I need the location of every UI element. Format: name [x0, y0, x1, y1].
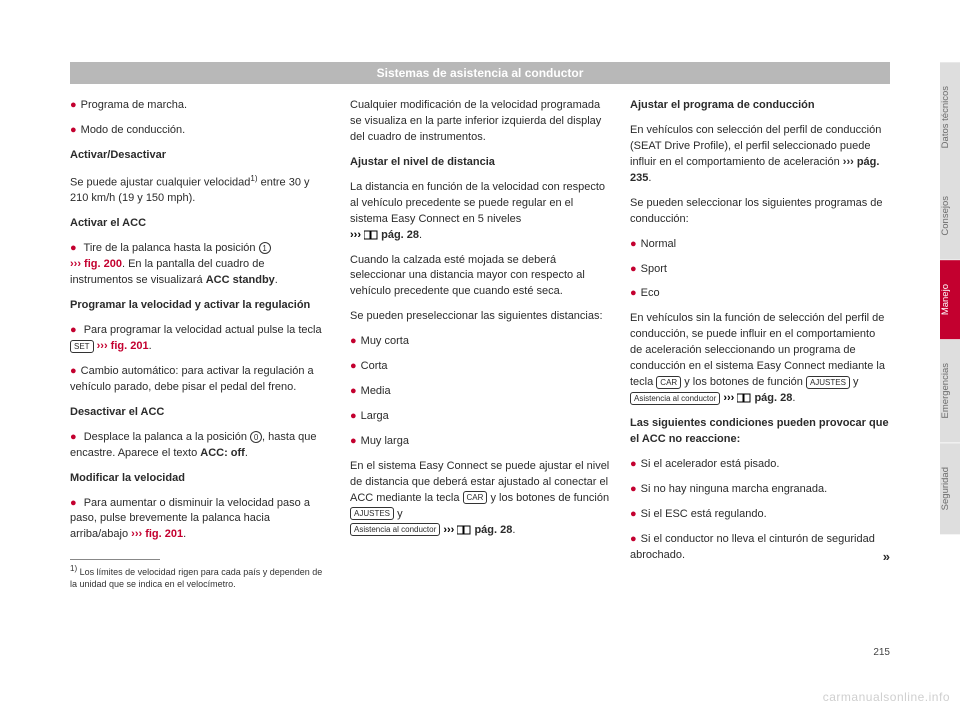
- bullet-item: ● Tire de la palanca hasta la posición 1…: [70, 241, 330, 289]
- text: Programa de marcha.: [81, 99, 187, 111]
- asistencia-key-icon: Asistencia al conductor: [350, 523, 440, 536]
- set-key-icon: SET: [70, 340, 94, 353]
- subheading: Las siguientes condiciones pueden provoc…: [630, 416, 890, 448]
- paragraph: Se puede ajustar cualquier velocidad1) e…: [70, 173, 330, 208]
- bullet-item: ● Para aumentar o disminuir la velocidad…: [70, 496, 330, 544]
- bullet-item: ●Si el acelerador está pisado.: [630, 457, 890, 473]
- tab-emergencias[interactable]: Emergencias: [940, 339, 960, 442]
- bullet-item: ● Desplace la palanca a la posición 0, h…: [70, 430, 330, 462]
- column-3: Ajustar el programa de conducción En veh…: [630, 98, 890, 600]
- position-1-icon: 1: [259, 242, 271, 254]
- section-header: Sistemas de asistencia al conductor: [70, 62, 890, 84]
- watermark: carmanualsonline.info: [823, 690, 950, 704]
- bullet-item: ●Cambio automático: para activar la regu…: [70, 364, 330, 396]
- bullet-item: ●Larga: [350, 409, 610, 425]
- subheading: Programar la velocidad y activar la regu…: [70, 298, 330, 314]
- ref-fig-201: ››› fig. 201: [97, 340, 149, 352]
- subheading: Ajustar el programa de conducción: [630, 98, 890, 114]
- ref-pag-28: pág. 28: [754, 392, 792, 404]
- bullet-item: ●Muy corta: [350, 334, 610, 350]
- bullet-item: ●Modo de conducción.: [70, 123, 330, 139]
- bullet-item: ●Media: [350, 384, 610, 400]
- bullet-item: ●Normal: [630, 237, 890, 253]
- car-key-icon: CAR: [463, 491, 488, 504]
- footnote: 1) Los límites de velocidad rigen para c…: [70, 564, 330, 590]
- bullet-item: ●Programa de marcha.: [70, 98, 330, 114]
- subheading: Ajustar el nivel de distancia: [350, 155, 610, 171]
- ajustes-key-icon: AJUSTES: [350, 507, 394, 520]
- position-0-icon: 0: [250, 431, 262, 443]
- book-icon: [737, 393, 751, 403]
- ajustes-key-icon: AJUSTES: [806, 376, 850, 389]
- ref-pag-28: pág. 28: [381, 229, 419, 241]
- paragraph: Cuando la calzada esté mojada se deberá …: [350, 253, 610, 301]
- ref-pag-28: pág. 28: [474, 524, 512, 536]
- paragraph: En el sistema Easy Connect se puede ajus…: [350, 459, 610, 539]
- asistencia-key-icon: Asistencia al conductor: [630, 392, 720, 405]
- bullet-item: ●Sport: [630, 262, 890, 278]
- car-key-icon: CAR: [656, 376, 681, 389]
- book-icon: [364, 230, 378, 240]
- subheading: Desactivar el ACC: [70, 405, 330, 421]
- bullet-item: ● Para programar la velocidad actual pul…: [70, 323, 330, 355]
- tab-datos-tecnicos[interactable]: Datos técnicos: [940, 62, 960, 172]
- bullet-item: ●Si el ESC está regulando.: [630, 507, 890, 523]
- paragraph: Cualquier modificación de la velocidad p…: [350, 98, 610, 146]
- paragraph: Se pueden seleccionar los siguientes pro…: [630, 196, 890, 228]
- bullet-item: ●Muy larga: [350, 434, 610, 450]
- paragraph: En vehículos con selección del perfil de…: [630, 123, 890, 187]
- column-1: ●Programa de marcha. ●Modo de conducción…: [70, 98, 330, 600]
- paragraph: Se pueden preseleccionar las siguientes …: [350, 309, 610, 325]
- bullet-item: ●Eco: [630, 286, 890, 302]
- tab-consejos[interactable]: Consejos: [940, 172, 960, 260]
- column-2: Cualquier modificación de la velocidad p…: [350, 98, 610, 600]
- subheading: Modificar la velocidad: [70, 471, 330, 487]
- bullet-item: ●Corta: [350, 359, 610, 375]
- manual-page: Sistemas de asistencia al conductor ●Pro…: [70, 62, 890, 658]
- subheading: Activar el ACC: [70, 216, 330, 232]
- footnote-separator: [70, 559, 160, 560]
- ref-fig-200: ››› fig. 200: [70, 258, 122, 270]
- book-icon: [457, 525, 471, 535]
- paragraph: La distancia en función de la velocidad …: [350, 180, 610, 244]
- page-number: 215: [873, 647, 890, 658]
- ref-fig-201: ››› fig. 201: [131, 528, 183, 540]
- subheading: Activar/Desactivar: [70, 148, 330, 164]
- tab-manejo[interactable]: Manejo: [940, 260, 960, 339]
- body-columns: ●Programa de marcha. ●Modo de conducción…: [70, 98, 890, 600]
- bullet-item: ●Si no hay ninguna marcha engranada.: [630, 482, 890, 498]
- tab-seguridad[interactable]: Seguridad: [940, 443, 960, 534]
- paragraph: En vehículos sin la función de selección…: [630, 311, 890, 407]
- text: Modo de conducción.: [81, 124, 186, 136]
- side-tabs: Datos técnicos Consejos Manejo Emergenci…: [940, 62, 960, 534]
- continue-icon: »: [883, 548, 890, 567]
- bullet-item: ●Si el conductor no lleva el cinturón de…: [630, 532, 890, 564]
